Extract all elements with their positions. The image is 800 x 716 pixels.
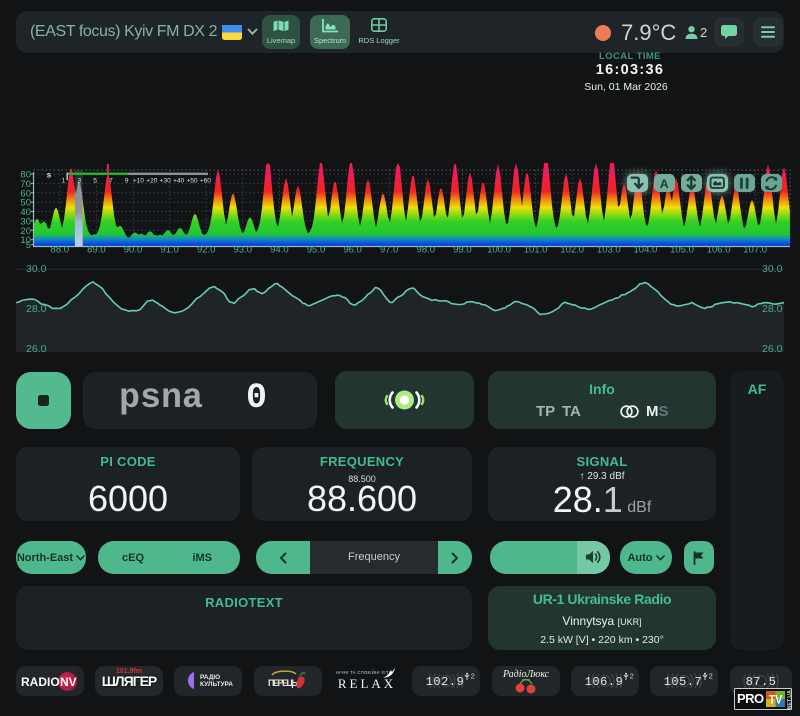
svg-text:96.0: 96.0 [343,245,362,256]
svg-text:107.0: 107.0 [743,245,767,256]
svg-text:50: 50 [20,198,31,209]
svg-text:2: 2 [630,672,634,681]
svg-text:40: 40 [20,207,31,218]
svg-text:28.0: 28.0 [762,303,783,315]
svg-text:30.0: 30.0 [762,263,783,275]
svg-text:87.5: 87.5 [746,675,777,689]
svg-text:+30: +30 [160,178,171,185]
svg-text:A: A [660,177,669,191]
svg-text:97.0: 97.0 [380,245,399,256]
svg-text:105.0: 105.0 [670,245,694,256]
svg-text:99.0: 99.0 [453,245,472,256]
svg-text:103.0: 103.0 [597,245,621,256]
svg-text:101.0: 101.0 [524,245,548,256]
svg-text:26.0: 26.0 [762,343,783,355]
svg-text:80: 80 [20,170,31,181]
svg-text:105.7: 105.7 [664,675,703,689]
svg-text:26.0: 26.0 [26,343,47,355]
svg-text:5: 5 [93,178,97,185]
svg-text:30: 30 [20,216,31,227]
svg-text:9: 9 [125,178,129,185]
svg-text:94.0: 94.0 [270,245,289,256]
svg-text:ПЕРЕЦЬ: ПЕРЕЦЬ [268,678,299,688]
svg-text:100.0: 100.0 [487,245,511,256]
svg-text:91.0: 91.0 [160,245,179,256]
svg-text:+60: +60 [200,178,211,185]
svg-text:1: 1 [62,178,66,185]
svg-text:106.0: 106.0 [707,245,731,256]
svg-text:7: 7 [109,178,113,185]
svg-text:28.0: 28.0 [26,303,47,315]
svg-text:TV: TV [769,694,783,707]
svg-text:+40: +40 [173,178,184,185]
svg-text:2: 2 [709,672,713,681]
svg-text:102.0: 102.0 [560,245,584,256]
svg-text:104.0: 104.0 [634,245,658,256]
svg-text:2: 2 [471,672,475,681]
svg-text:90.0: 90.0 [124,245,143,256]
svg-text:+20: +20 [146,178,157,185]
svg-text:60: 60 [20,188,31,199]
svg-text:s: s [47,171,52,180]
svg-text:+10: +10 [133,178,144,185]
svg-text:10: 10 [20,235,31,246]
svg-text:88.0: 88.0 [51,245,70,256]
svg-text:89.0: 89.0 [87,245,106,256]
svg-text:98.0: 98.0 [417,245,436,256]
svg-text:70: 70 [20,179,31,190]
svg-text:+50: +50 [186,178,197,185]
svg-text:93.0: 93.0 [234,245,253,256]
svg-text:30.0: 30.0 [26,263,47,275]
svg-text:20: 20 [20,226,31,237]
svg-text:95.0: 95.0 [307,245,326,256]
svg-text:92.0: 92.0 [197,245,216,256]
svg-text:106.9: 106.9 [585,675,624,689]
svg-text:3: 3 [77,178,81,185]
svg-text:5: 5 [26,240,31,251]
svg-text:102.9: 102.9 [426,675,465,689]
